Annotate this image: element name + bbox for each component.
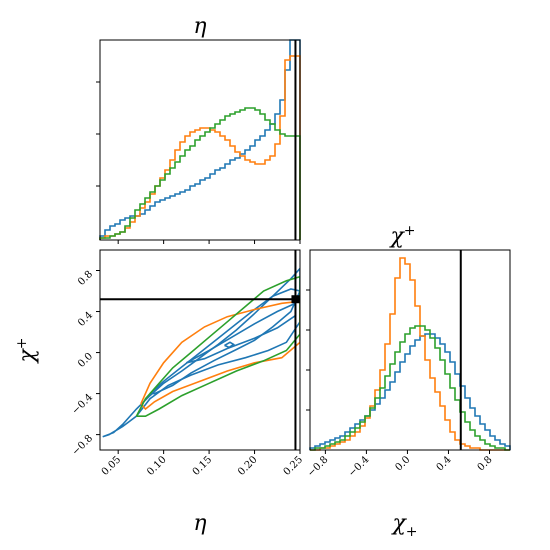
eta-marginal-frame <box>99 39 301 241</box>
joint-frame <box>99 249 301 451</box>
chi-xtick-label-1: −0.4 <box>347 454 372 479</box>
joint-y-ticks: −0.8 −0.4 0.0 0.4 0.8 <box>70 269 100 458</box>
chi-marginal-histograms <box>309 257 511 451</box>
eta-xtick-label-1: 0.10 <box>145 454 169 478</box>
eta-marginal-title: η <box>193 14 206 39</box>
chi-ytick-label-3: 0.4 <box>76 310 95 329</box>
chi-marginal-title: χ+ <box>388 223 415 249</box>
chi-marginal-frame <box>309 249 511 451</box>
chi-x-ticks: −0.8 −0.4 0.0 0.4 0.8 <box>306 450 495 479</box>
chi-hist-blue <box>309 333 511 450</box>
eta-hist-orange <box>99 55 301 240</box>
joint-contour-green-5 <box>135 275 300 417</box>
chi-xtick-label-0: −0.8 <box>306 454 331 479</box>
chi-marginal-y-ticks <box>306 289 310 411</box>
joint-x-ticks: 0.05 0.10 0.15 0.20 0.25 <box>100 450 305 478</box>
joint-contour-blue-0 <box>102 267 300 438</box>
eta-marginal-histograms <box>99 39 301 240</box>
y-axis-label-chi-sup: + <box>14 337 30 349</box>
chi-xtick-label-3: 0.4 <box>435 454 454 473</box>
eta-hist-blue <box>99 39 301 240</box>
chi-hist-green <box>310 325 510 451</box>
truth-point-marker <box>291 295 300 304</box>
joint-contours <box>102 267 300 438</box>
eta-xtick-label-3: 0.20 <box>236 454 260 478</box>
joint-contour-blue-1 <box>149 288 300 395</box>
eta-marginal-ticks <box>96 81 301 244</box>
y-axis-label-chi: χ+ <box>14 337 40 364</box>
joint-panel: 0.05 0.10 0.15 0.20 0.25 −0.8 −0.4 0.0 0.4 0.8 <box>70 249 305 478</box>
eta-marginal-panel: η <box>96 14 301 244</box>
chi-ytick-label-0: −0.8 <box>70 433 95 458</box>
chi-xtick-label-2: 0.0 <box>394 454 413 473</box>
chi-ytick-label-4: 0.8 <box>76 269 95 288</box>
joint-contour-blue-3 <box>224 341 236 349</box>
chi-marginal-panel: χ+ −0.8 −0.4 0.0 0.4 0.8 <box>306 223 511 479</box>
eta-xtick-label-2: 0.15 <box>191 454 215 478</box>
chi-marginal-title-sup: + <box>404 223 416 239</box>
joint-contour-orange-4 <box>140 300 300 411</box>
eta-hist-green <box>99 107 301 240</box>
chi-ytick-label-2: 0.0 <box>76 351 95 370</box>
chi-ytick-label-1: −0.4 <box>70 392 95 417</box>
x-axis-label-chi-sub: + <box>406 524 418 540</box>
chi-xtick-label-4: 0.8 <box>476 454 495 473</box>
eta-xtick-label-4: 0.25 <box>282 454 306 478</box>
x-axis-label-eta: η <box>193 511 206 536</box>
eta-xtick-label-0: 0.05 <box>100 454 124 478</box>
x-axis-label-chi: χ+ <box>390 511 417 540</box>
